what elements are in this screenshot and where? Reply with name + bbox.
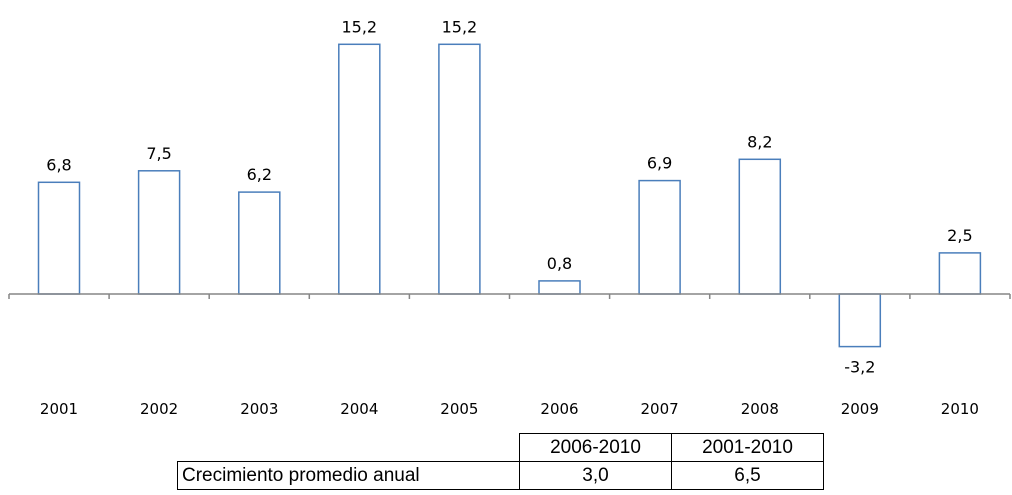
summary-corner <box>178 434 520 462</box>
x-tick-label-2006: 2006 <box>540 400 578 418</box>
x-tick-label-2001: 2001 <box>40 400 78 418</box>
x-axis <box>8 293 1011 299</box>
data-labels-group: 6,8 7,5 6,2 15,2 15,2 0,8 6,9 8,2 -3,2 2,5 <box>46 17 972 376</box>
data-label-2006: 0,8 <box>547 254 572 273</box>
x-tick-label-2005: 2005 <box>440 400 478 418</box>
data-label-2009: -3,2 <box>844 358 875 377</box>
x-tick-label-2008: 2008 <box>741 400 779 418</box>
bars-group <box>37 43 982 348</box>
bar-2002 <box>137 170 181 295</box>
data-label-2004: 15,2 <box>341 17 377 36</box>
x-tick-label-2009: 2009 <box>841 400 879 418</box>
data-label-2010: 2,5 <box>947 226 972 245</box>
summary-data-row: Crecimiento promedio anual 3,0 6,5 <box>177 461 824 490</box>
x-tick-label-2003: 2003 <box>240 400 278 418</box>
bar-chart: 6,87,56,215,2 15,20,86,98,2-3,22,5 2001 20… <box>8 17 1011 418</box>
bar-2008 <box>738 158 782 295</box>
bar-2004 <box>338 43 381 295</box>
summary-value-2006-2010: 3,0 <box>519 461 672 490</box>
data-label-2008: 8,2 <box>747 132 772 151</box>
bar-2009 <box>838 293 882 348</box>
x-tick-label-2007: 2007 <box>641 400 679 418</box>
data-label-2003: 6,2 <box>247 165 272 184</box>
x-tick-label-2002: 2002 <box>140 400 178 418</box>
x-tick-label-2010: 2010 <box>941 400 979 418</box>
data-label-2005: 15,2 <box>442 17 478 36</box>
summary-row-label: Crecimiento promedio anual <box>177 461 520 490</box>
summary-header-row: 2006-2010 2001-2010 <box>178 433 824 462</box>
bar-2001 <box>37 181 81 295</box>
x-tick-labels-group: 2001 2002 2003 2004 2005 2006 2007 2008 2009 2010 <box>40 400 979 418</box>
summary-value-2001-2010: 6,5 <box>671 461 824 490</box>
summary-header-2006-2010: 2006-2010 <box>519 433 672 462</box>
data-label-2002: 7,5 <box>146 144 171 163</box>
bar-2003 <box>238 191 281 295</box>
data-label-2007: 6,9 <box>647 154 672 173</box>
data-label-2001: 6,8 <box>46 155 71 174</box>
summary-table: 2006-2010 2001-2010 Crecimiento promedio… <box>177 433 824 490</box>
bar-2006 <box>538 280 581 295</box>
bar-2007 <box>638 179 681 295</box>
summary-header-2001-2010: 2001-2010 <box>671 433 824 462</box>
bar-2010 <box>938 252 982 295</box>
bar-2005 <box>438 43 481 295</box>
x-tick-label-2004: 2004 <box>340 400 378 418</box>
